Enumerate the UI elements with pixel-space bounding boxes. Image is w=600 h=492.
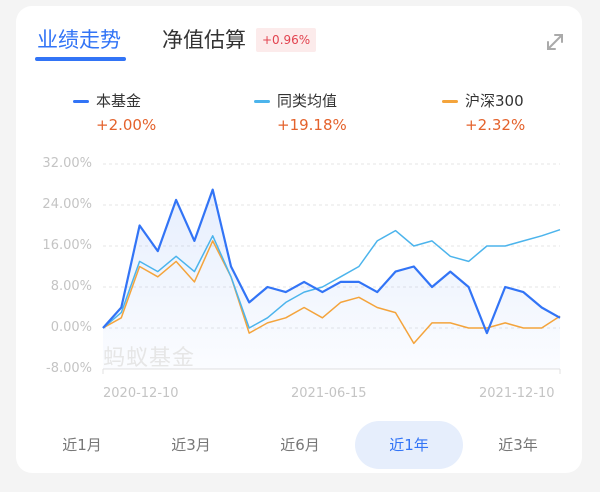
legend-label: 同类均值	[277, 92, 338, 110]
legend-line-icon	[254, 100, 270, 103]
legend-line-icon	[442, 100, 458, 103]
tab-performance[interactable]: 业绩走势	[37, 28, 121, 52]
watermark: 蚂蚁基金	[103, 346, 196, 371]
legend-value: +2.00%	[96, 116, 157, 134]
period-1-month[interactable]: 近1月	[62, 436, 102, 454]
period-1-year[interactable]: 近1年	[355, 421, 463, 469]
legend-line-icon	[73, 100, 89, 103]
legend-label: 本基金	[96, 92, 142, 110]
y-tick-label: 16.00%	[42, 238, 92, 253]
expand-button[interactable]	[545, 32, 565, 52]
fund-line	[102, 188, 561, 335]
estimate-change-badge: +0.96%	[256, 28, 317, 52]
peer-average-line	[102, 228, 561, 329]
period-6-months[interactable]: 近6月	[280, 436, 320, 454]
legend-value: +2.32%	[465, 116, 526, 134]
fund-area-fill	[103, 189, 560, 369]
y-tick-label: 8.00%	[50, 279, 92, 294]
legend-value: +19.18%	[277, 116, 347, 134]
period-3-years[interactable]: 近3年	[498, 436, 538, 454]
expand-arrows-icon	[547, 34, 563, 50]
tab-nav-estimate[interactable]: 净值估算	[162, 28, 246, 52]
x-tick-label: 2020-12-10	[103, 386, 179, 401]
y-tick-label: 24.00%	[42, 197, 92, 212]
performance-card	[16, 6, 582, 473]
active-tab-underline	[35, 57, 126, 61]
x-tick-label: 2021-06-15	[291, 386, 367, 401]
legend-label: 沪深300	[465, 92, 524, 110]
y-tick-label: 0.00%	[50, 320, 92, 335]
x-tick-label: 2021-12-10	[479, 386, 555, 401]
period-3-months[interactable]: 近3月	[171, 436, 211, 454]
y-tick-label: -8.00%	[46, 361, 92, 376]
y-tick-label: 32.00%	[42, 156, 92, 171]
